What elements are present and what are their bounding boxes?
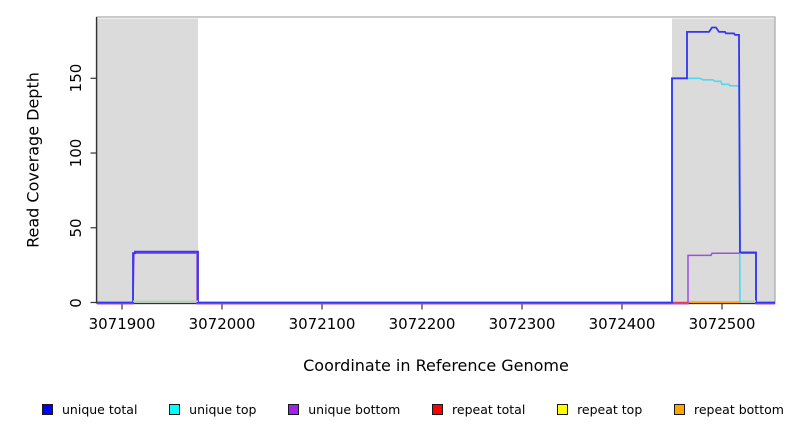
legend-label: repeat top [577,401,643,417]
y-tick-label: 0 [67,297,85,308]
y-tick-label: 50 [67,218,85,238]
legend: unique total unique top unique bottom repea… [42,398,784,420]
y-tick-label: 150 [67,63,85,93]
y-tick-label: 100 [67,138,85,168]
series-unique-top [671,77,741,303]
legend-swatch [674,403,685,415]
legend-item-unique-top: unique top [169,402,256,417]
x-tick-label: 3072100 [288,315,356,333]
legend-swatch [42,403,53,415]
legend-label: repeat bottom [694,401,784,417]
shaded-region [97,18,198,304]
legend-item-repeat-top: repeat top [557,402,642,417]
y-axis-title: Read Coverage Depth [23,72,43,248]
x-tick-label: 3072300 [488,315,556,333]
legend-item-unique-total: unique total [42,402,137,417]
legend-item-repeat-total: repeat total [432,402,525,417]
x-axis-title: Coordinate in Reference Genome [303,356,569,375]
legend-label: unique top [189,401,257,417]
x-tick-label: 3071900 [88,315,156,333]
legend-swatch [557,403,569,415]
legend-label: repeat total [452,401,526,417]
x-tick-label: 3072200 [388,315,456,333]
legend-item-repeat-bottom: repeat bottom [674,402,784,417]
legend-item-unique-bottom: unique bottom [288,402,400,417]
x-tick-label: 3072000 [188,315,256,333]
legend-swatch [288,403,300,415]
x-tick-label: 3072500 [688,315,756,333]
x-tick-label: 3072400 [588,315,656,333]
legend-swatch [432,403,444,415]
series-unique-total [97,26,775,304]
legend-swatch [169,403,181,415]
legend-label: unique bottom [308,401,401,417]
legend-label: unique total [62,401,138,417]
